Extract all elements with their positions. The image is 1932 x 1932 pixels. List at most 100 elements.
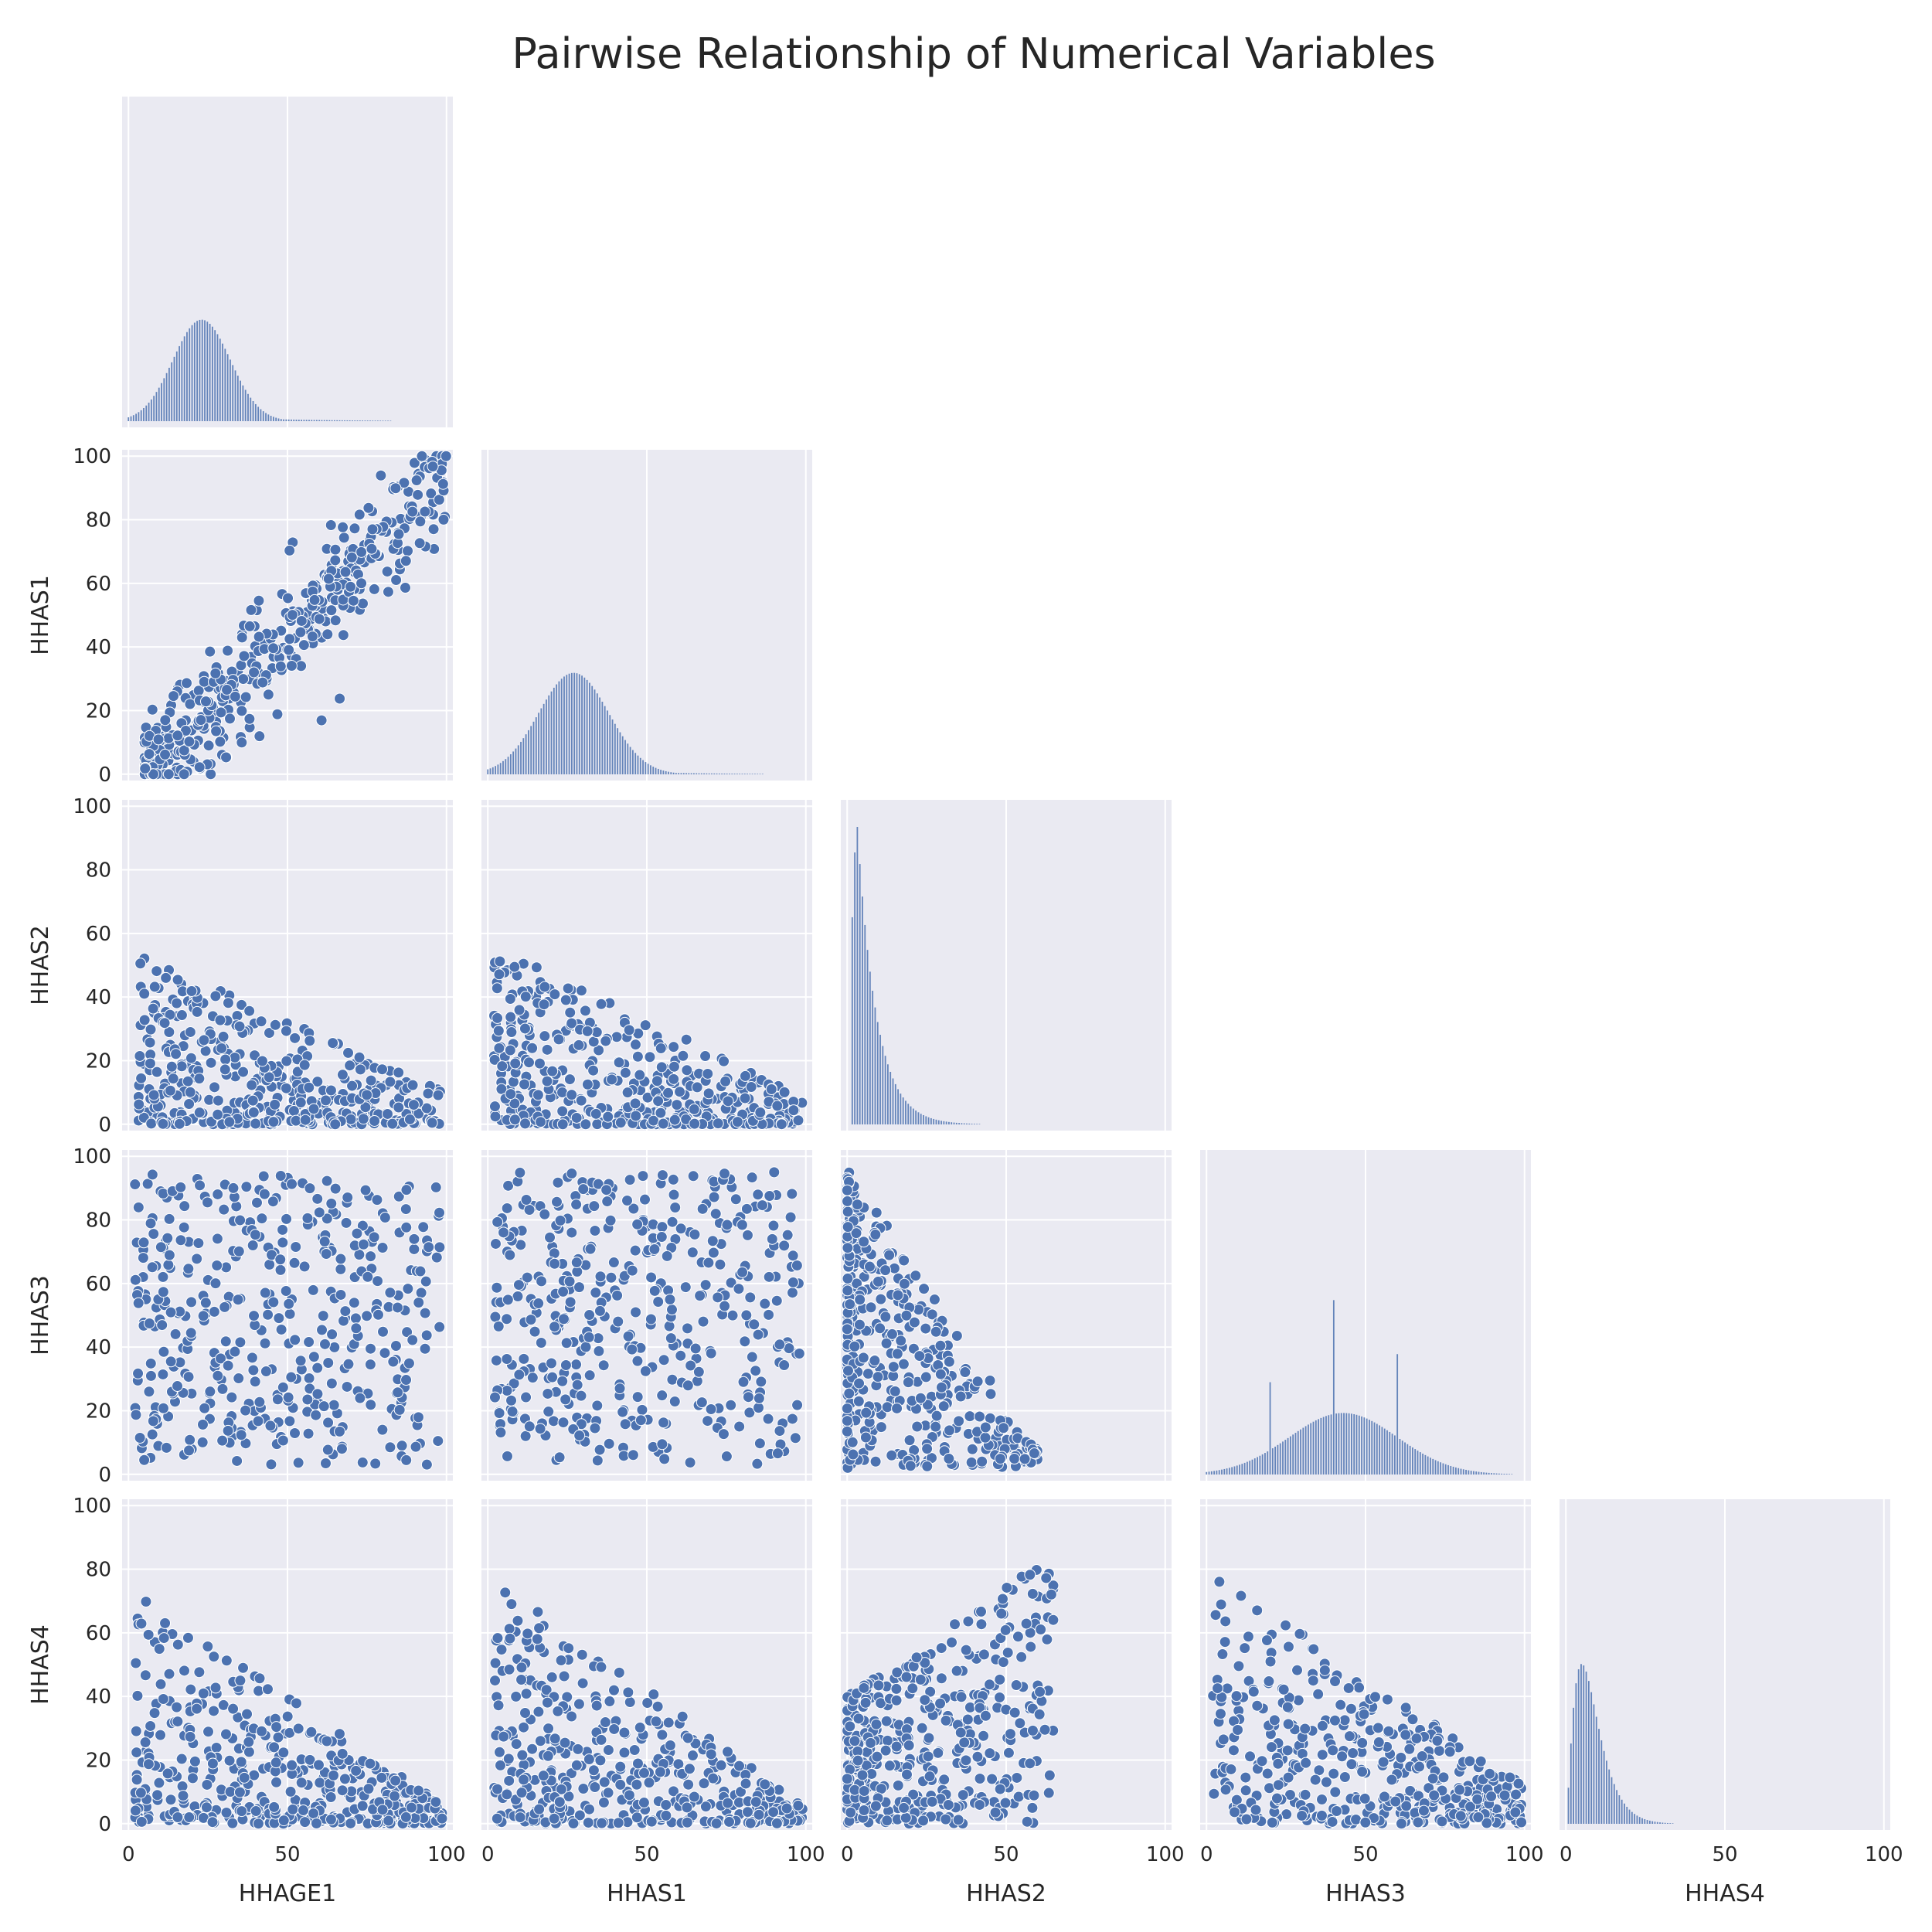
scatter-point	[853, 1377, 866, 1389]
histogram-bar	[1583, 1665, 1585, 1824]
scatter-point	[869, 1228, 882, 1240]
scatter-point	[249, 1229, 261, 1241]
scatter-point	[745, 1080, 757, 1093]
scatter-point	[526, 1743, 539, 1755]
scatter-point	[356, 1456, 369, 1468]
scatter-point	[549, 1321, 561, 1333]
scatter-point	[1343, 1730, 1355, 1743]
scatter-point	[952, 1814, 964, 1826]
scatter-point	[583, 1753, 595, 1765]
scatter-point	[135, 1815, 148, 1828]
scatter-point	[665, 1304, 678, 1316]
scatter-point	[1378, 1791, 1390, 1803]
scatter-point	[656, 1438, 668, 1451]
scatter-point	[289, 1032, 301, 1044]
histogram-bar	[668, 771, 669, 774]
scatter-point	[510, 1690, 522, 1702]
scatter-point	[1251, 1699, 1264, 1712]
scatter-point	[328, 1769, 340, 1781]
scatter-point	[645, 1815, 658, 1828]
histogram-bar	[1361, 1416, 1362, 1475]
scatter-point	[562, 982, 574, 995]
histogram-bar	[216, 334, 219, 421]
scatter-point	[679, 1281, 692, 1294]
scatter-point	[533, 1803, 546, 1815]
scatter-point	[172, 730, 184, 742]
scatter-point	[274, 1253, 287, 1266]
scatter-point	[596, 1817, 608, 1829]
scatter-point	[340, 1216, 352, 1229]
scatter-point	[546, 1371, 559, 1383]
scatter-point	[943, 1453, 955, 1465]
scatter-point	[299, 1114, 311, 1126]
scatter-point	[1264, 1655, 1277, 1668]
histogram-bar	[894, 1083, 896, 1124]
histogram-bar	[1300, 1429, 1301, 1475]
scatter-point	[786, 1287, 798, 1299]
scatter-point	[557, 1285, 570, 1298]
scatter-point	[880, 1715, 893, 1727]
scatter-point	[595, 998, 607, 1010]
scatter-point	[164, 1084, 176, 1097]
scatter-point	[142, 1758, 155, 1770]
scatter-point	[964, 1410, 976, 1423]
scatter-point	[159, 1617, 172, 1629]
histogram-bar	[1373, 1422, 1376, 1475]
scatter-point	[918, 1283, 930, 1295]
scatter-point	[216, 1434, 229, 1447]
scatter-point	[288, 1427, 301, 1439]
scatter-point	[353, 509, 366, 521]
scatter-point	[301, 1212, 314, 1224]
histogram-bar	[364, 420, 366, 421]
histogram-bar	[1432, 1458, 1434, 1475]
histogram-bar	[1570, 1743, 1572, 1824]
scatter-point	[781, 1802, 793, 1815]
scatter-point	[879, 1264, 892, 1277]
scatter-point	[282, 592, 294, 604]
scatter-point	[656, 1389, 668, 1402]
scatter-point	[604, 1214, 617, 1226]
scatter-point	[192, 1237, 205, 1250]
scatter-point	[182, 1631, 194, 1644]
scatter-point	[591, 1118, 604, 1131]
scatter-point	[712, 1117, 724, 1130]
scatter-point	[221, 684, 233, 696]
histogram-bar	[614, 723, 616, 774]
histogram-bar	[856, 827, 859, 1124]
scatter-point	[1277, 1683, 1290, 1696]
scatter-point	[1316, 1749, 1328, 1761]
scatter-point	[660, 1799, 672, 1811]
scatter-point	[333, 1425, 345, 1437]
scatter-point	[216, 1383, 229, 1395]
x-tick-label: 0	[1200, 1843, 1213, 1866]
scatter-point	[133, 1098, 145, 1111]
histogram-bar	[346, 420, 349, 421]
histogram-bar	[1595, 1716, 1597, 1824]
scatter-point	[512, 1614, 524, 1627]
histogram-bar	[1371, 1420, 1373, 1475]
histogram-bar	[1340, 1413, 1342, 1475]
scatter-point	[541, 1075, 553, 1087]
scatter-point	[345, 580, 357, 593]
scatter-point	[682, 1732, 694, 1744]
scatter-point	[393, 1066, 405, 1079]
scatter-point	[256, 1725, 268, 1737]
scatter-point	[129, 1274, 141, 1286]
scatter-point	[983, 1679, 995, 1691]
histogram-bar	[652, 767, 655, 774]
scatter-point	[1299, 1788, 1311, 1801]
scatter-point	[778, 1086, 791, 1098]
histogram-bar	[604, 706, 606, 774]
scatter-point	[157, 1286, 169, 1298]
scatter-point	[316, 1324, 328, 1336]
histogram-bar	[161, 383, 162, 421]
scatter-point	[539, 1208, 551, 1220]
scatter-point	[1282, 1771, 1294, 1784]
histogram-bar	[892, 1078, 894, 1124]
scatter-point	[1515, 1816, 1528, 1828]
scatter-point	[636, 1403, 648, 1416]
scatter-point	[162, 1232, 174, 1244]
scatter-point	[566, 1710, 578, 1723]
scatter-point	[519, 991, 532, 1003]
scatter-point	[209, 667, 222, 679]
